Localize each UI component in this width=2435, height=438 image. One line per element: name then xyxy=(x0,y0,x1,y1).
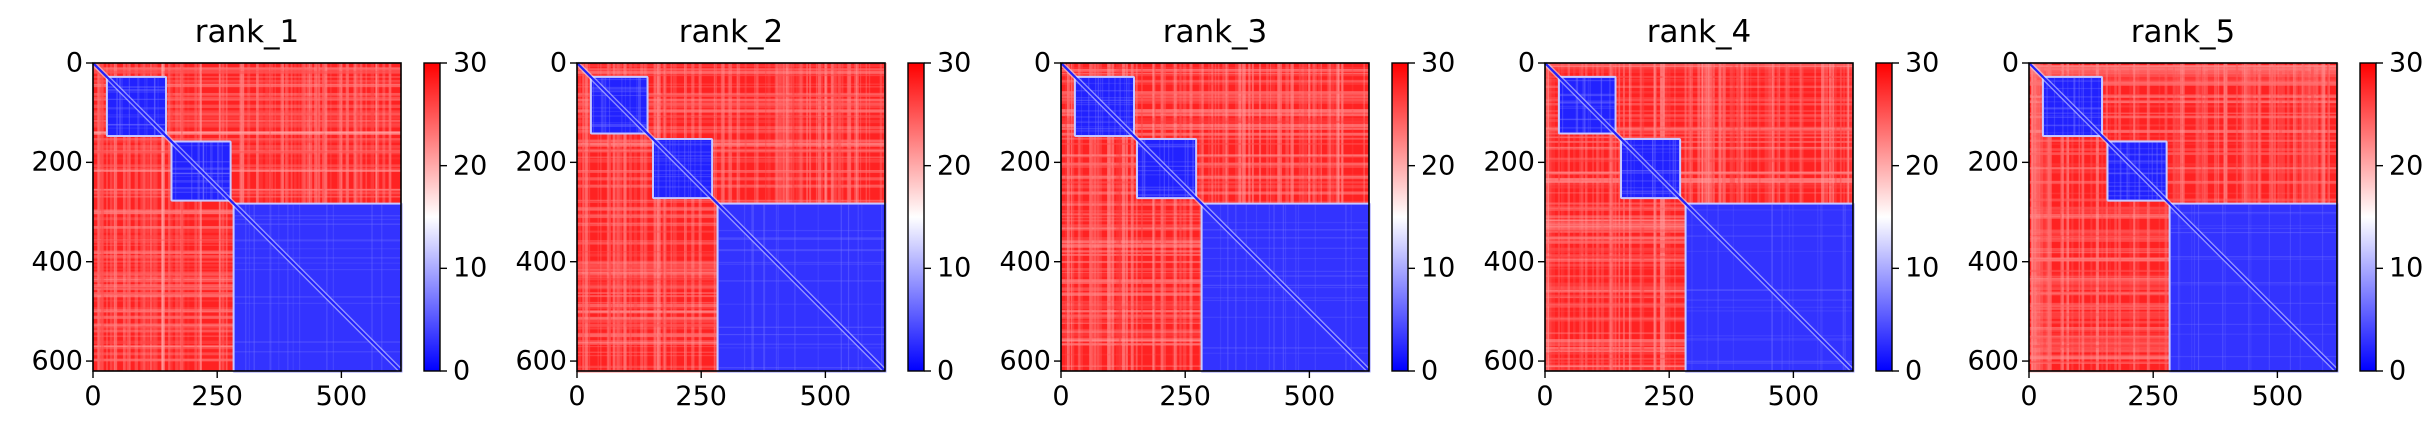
x-tick-label: 0 xyxy=(1536,381,1554,412)
heatmap-diagonal xyxy=(1060,62,1370,372)
y-tick-label: 400 xyxy=(515,246,567,278)
colorbar-tick-label: 20 xyxy=(2389,150,2424,182)
colorbar-tick-label: 30 xyxy=(1905,47,1940,79)
colorbar-tick-label: 10 xyxy=(453,252,488,284)
y-tick-label: 0 xyxy=(549,47,567,79)
colorbar-gradient xyxy=(1391,62,1409,372)
y-tick-label: 0 xyxy=(1517,47,1535,79)
x-tick-label: 500 xyxy=(799,381,852,412)
y-tick-label: 200 xyxy=(999,146,1051,178)
colorbar-tick-label: 0 xyxy=(937,355,955,387)
colorbar-tick-label: 30 xyxy=(453,47,488,79)
heatmap-plot xyxy=(570,61,887,378)
heatmap-frame xyxy=(2028,62,2338,372)
colorbar-tick-label: 30 xyxy=(937,47,972,79)
y-tick-label: 400 xyxy=(999,246,1051,278)
colorbar-tick-label: 0 xyxy=(2389,355,2407,387)
panel-title: rank_3 xyxy=(1162,14,1268,50)
heatmap-panel-2: rank_2 0 250 500 0 200 400 600 0 10 20 30 xyxy=(484,0,972,438)
x-tick-label: 250 xyxy=(2127,381,2179,412)
colorbar-tick-label: 0 xyxy=(1421,355,1439,387)
colorbar-tick-label: 20 xyxy=(1421,150,1456,182)
x-tick-label: 250 xyxy=(191,381,243,412)
colorbar-tick-label: 0 xyxy=(1905,355,1923,387)
heatmap-panel-4: rank_4 0 250 500 0 200 400 600 0 10 20 30 xyxy=(1452,0,1940,438)
x-tick-label: 0 xyxy=(84,381,102,412)
heatmap-diagonal xyxy=(1544,62,1854,372)
x-tick-label: 500 xyxy=(1767,381,1820,412)
colorbar xyxy=(907,62,931,372)
y-tick-label: 200 xyxy=(515,146,567,178)
y-tick-label: 600 xyxy=(999,345,1051,377)
x-tick-label: 500 xyxy=(2251,381,2304,412)
x-tick-label: 500 xyxy=(315,381,368,412)
x-tick-label: 250 xyxy=(1159,381,1211,412)
colorbar-tick-label: 10 xyxy=(1905,252,1940,284)
x-tick-label: 0 xyxy=(1052,381,1070,412)
heatmap-panel-5: rank_5 0 250 500 0 200 400 600 0 10 20 30 xyxy=(1936,0,2424,438)
y-tick-label: 0 xyxy=(1033,47,1051,79)
colorbar xyxy=(423,62,447,372)
colorbar-gradient xyxy=(907,62,925,372)
y-tick-label: 0 xyxy=(2001,47,2019,79)
colorbar-tick-label: 10 xyxy=(2389,252,2424,284)
heatmap-plot xyxy=(1054,61,1371,378)
x-tick-label: 0 xyxy=(2020,381,2038,412)
panel-title: rank_5 xyxy=(2130,14,2236,50)
colorbar-gradient xyxy=(423,62,441,372)
y-tick-label: 400 xyxy=(1483,246,1535,278)
x-tick-label: 500 xyxy=(1283,381,1336,412)
y-tick-label: 200 xyxy=(1483,146,1535,178)
panel-title: rank_2 xyxy=(678,14,784,50)
y-tick-label: 600 xyxy=(515,345,567,377)
heatmap-frame xyxy=(1544,62,1854,372)
colorbar-gradient xyxy=(1875,62,1893,372)
panel-title: rank_1 xyxy=(194,14,300,50)
heatmap-frame xyxy=(1060,62,1370,372)
x-tick-label: 0 xyxy=(568,381,586,412)
panel-title: rank_4 xyxy=(1646,14,1752,50)
colorbar-tick-label: 20 xyxy=(453,150,488,182)
colorbar-tick-label: 0 xyxy=(453,355,471,387)
colorbar xyxy=(2359,62,2383,372)
heatmap-diagonal xyxy=(2028,62,2338,372)
y-tick-label: 400 xyxy=(31,246,83,278)
colorbar-tick-label: 20 xyxy=(1905,150,1940,182)
y-tick-label: 400 xyxy=(1967,246,2019,278)
colorbar-tick-label: 20 xyxy=(937,150,972,182)
heatmap-frame xyxy=(92,62,402,372)
x-tick-label: 250 xyxy=(1643,381,1695,412)
heatmap-diagonal xyxy=(576,62,886,372)
colorbar-tick-label: 30 xyxy=(2389,47,2424,79)
y-tick-label: 600 xyxy=(31,345,83,377)
heatmap-diagonal xyxy=(92,62,402,372)
y-tick-label: 200 xyxy=(31,146,83,178)
colorbar-gradient xyxy=(2359,62,2377,372)
colorbar-tick-label: 10 xyxy=(937,252,972,284)
heatmap-plot xyxy=(86,61,403,378)
y-tick-label: 200 xyxy=(1967,146,2019,178)
y-tick-label: 600 xyxy=(1967,345,2019,377)
colorbar xyxy=(1875,62,1899,372)
y-tick-label: 600 xyxy=(1483,345,1535,377)
heatmap-panel-3: rank_3 0 250 500 0 200 400 600 0 10 20 30 xyxy=(968,0,1456,438)
colorbar-tick-label: 30 xyxy=(1421,47,1456,79)
heatmap-plot xyxy=(2022,61,2339,378)
colorbar-tick-label: 10 xyxy=(1421,252,1456,284)
heatmap-plot xyxy=(1538,61,1855,378)
y-tick-label: 0 xyxy=(65,47,83,79)
heatmap-panel-1: rank_1 0 250 500 0 200 400 600 0 10 20 30 xyxy=(0,0,488,438)
x-tick-label: 250 xyxy=(675,381,727,412)
colorbar xyxy=(1391,62,1415,372)
heatmap-frame xyxy=(576,62,886,372)
